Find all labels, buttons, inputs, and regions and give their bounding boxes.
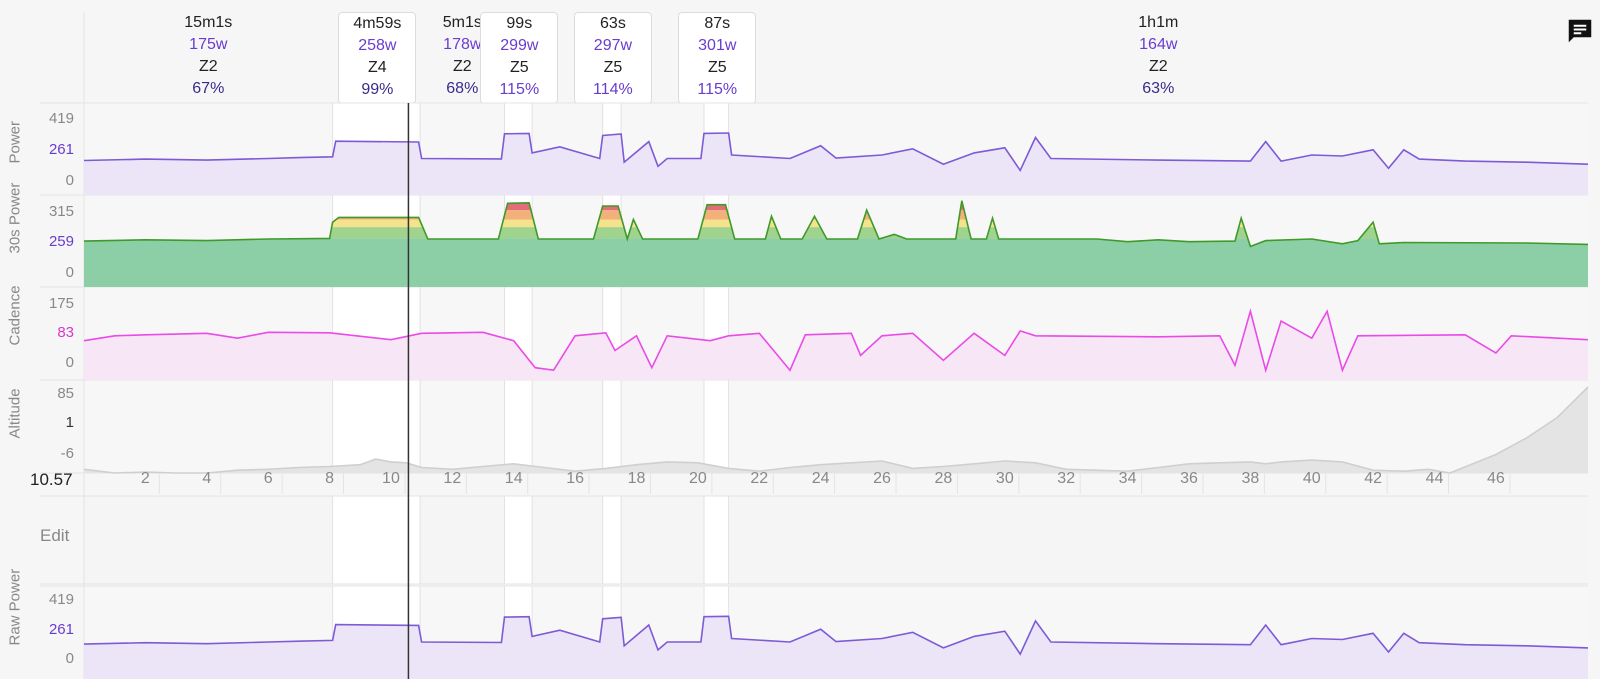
x-tick-label: 44	[1425, 470, 1444, 487]
interval-watts: 164w	[1139, 36, 1178, 53]
interval-pct: 115%	[697, 81, 738, 98]
x-tick-label: 26	[873, 470, 891, 487]
power-ytick-max: 419	[48, 110, 74, 127]
interval-zone: Z2	[1148, 58, 1168, 75]
interval-pct: 99%	[361, 81, 394, 98]
30s-power-series-line	[83, 200, 1589, 248]
interval-highlight-band	[704, 496, 729, 584]
x-tick-label: 42	[1364, 470, 1383, 487]
interval-zone: Z5	[509, 59, 529, 76]
x-tick-label: 38	[1241, 470, 1260, 487]
x-tick-label: 14	[504, 470, 523, 487]
interval-summary[interactable]: 4m59s 258w Z4 99%	[338, 12, 417, 104]
interval-watts: 301w	[698, 37, 737, 54]
cadence-ytick-max: 175	[48, 295, 74, 312]
power-series-area	[84, 133, 1588, 195]
x-tick-label: 32	[1057, 470, 1076, 487]
power-ytick-zero: 0	[65, 172, 74, 189]
interval-watts: 297w	[593, 37, 633, 54]
altitude-panel-label: Altitude	[6, 388, 24, 439]
x-tick-label: 6	[263, 470, 273, 487]
interval-pct: 67%	[192, 80, 225, 97]
interval-pct: 63%	[1142, 80, 1175, 97]
30s-power-ytick-zero: 0	[65, 264, 74, 281]
x-tick-label: 4	[202, 470, 212, 487]
power-series-line	[83, 132, 1589, 173]
x-tick-label: 24	[811, 470, 830, 487]
interval-duration: 15m1s	[184, 14, 233, 31]
edit-intervals-button[interactable]: Edit	[40, 526, 70, 545]
cadence-ytick-cursor: 83	[57, 324, 74, 341]
x-tick-label: 34	[1118, 470, 1137, 487]
interval-duration: 87s	[704, 15, 731, 32]
interval-summary[interactable]: 87s 301w Z5 115%	[678, 12, 757, 104]
comment-icon[interactable]	[1565, 16, 1595, 46]
interval-pct: 68%	[446, 80, 479, 97]
interval-duration: 1h1m	[1138, 14, 1179, 31]
x-tick-label: 22	[750, 470, 769, 487]
interval-duration: 99s	[506, 15, 533, 32]
cadence-ytick-zero: 0	[65, 354, 74, 371]
interval-summary[interactable]: 1h1m 164w Z2 63%	[1120, 12, 1196, 102]
cadence-series-line	[83, 308, 1589, 374]
30s-power-ytick-cursor: 259	[48, 233, 74, 250]
altitude-series-line	[83, 386, 1589, 474]
interval-duration: 4m59s	[353, 15, 402, 32]
30s-power-ytick-max: 315	[48, 203, 74, 220]
x-tick-label: 8	[325, 470, 334, 487]
raw-power-ytick-zero: 0	[65, 650, 74, 667]
interval-pct: 114%	[593, 81, 633, 98]
cadence-panel-label: Cadence	[6, 285, 24, 346]
x-tick-label: 10	[382, 470, 400, 487]
x-tick-label: 2	[140, 470, 150, 487]
power-ytick-ftp: 261	[48, 141, 74, 158]
interval-highlight-band	[332, 496, 421, 584]
interval-zone: Z2	[198, 58, 218, 75]
raw-power-ytick-ftp: 261	[48, 621, 74, 638]
interval-watts: 258w	[358, 37, 397, 54]
interval-highlight-band	[602, 496, 622, 584]
altitude-ytick-cursor: 1	[65, 414, 74, 431]
raw-power-ytick-max: 419	[48, 591, 74, 608]
x-tick-label: 20	[688, 470, 707, 487]
x-tick-label: 12	[443, 470, 462, 487]
raw-power-panel-label: Raw Power	[6, 568, 24, 646]
x-tick-label: 36	[1180, 470, 1198, 487]
x-tick-label: 30	[995, 470, 1014, 487]
interval-summary[interactable]: 5m1s 178w Z2 68%	[424, 12, 500, 102]
interval-zone: Z4	[368, 59, 387, 76]
interval-summary[interactable]: 15m1s 175w Z2 67%	[170, 12, 246, 102]
x-tick-label: 28	[934, 470, 953, 487]
interval-highlight-band	[504, 496, 533, 584]
x-tick-label: 40	[1302, 470, 1321, 487]
interval-watts: 299w	[500, 37, 539, 54]
interval-zone: Z5	[603, 59, 623, 76]
30s-power-panel-label: 30s Power	[6, 182, 24, 254]
x-tick-label: 18	[627, 470, 646, 487]
power-panel-label: Power	[6, 120, 24, 164]
cadence-series-area	[84, 311, 1588, 380]
cursor-time-readout: 10.57	[30, 470, 73, 489]
interval-summary[interactable]: 99s 299w Z5 115%	[480, 12, 559, 104]
interval-summary[interactable]: 63s 297w Z5 114%	[573, 12, 652, 104]
interval-watts: 178w	[443, 36, 482, 53]
x-tick-label: 46	[1487, 470, 1505, 487]
30s-power-zone-band	[84, 238, 1588, 287]
interval-pct: 115%	[499, 81, 540, 98]
raw-power-series-line	[83, 615, 1589, 656]
interval-summary-bar: 15m1s 175w Z2 67% 4m59s 258w Z4 99% 5m1s 178w Z2 68…	[0, 0, 1600, 104]
altitude-ytick-min: -6	[60, 445, 74, 462]
interval-watts: 175w	[189, 36, 228, 53]
altitude-ytick-max: 85	[57, 385, 74, 402]
interval-duration: 5m1s	[442, 14, 482, 31]
interval-duration: 63s	[600, 15, 626, 32]
x-tick-label: 16	[566, 470, 584, 487]
raw-power-series-area	[84, 616, 1588, 679]
edit-lane	[84, 496, 1588, 584]
interval-zone: Z2	[452, 58, 472, 75]
interval-zone: Z5	[707, 59, 727, 76]
